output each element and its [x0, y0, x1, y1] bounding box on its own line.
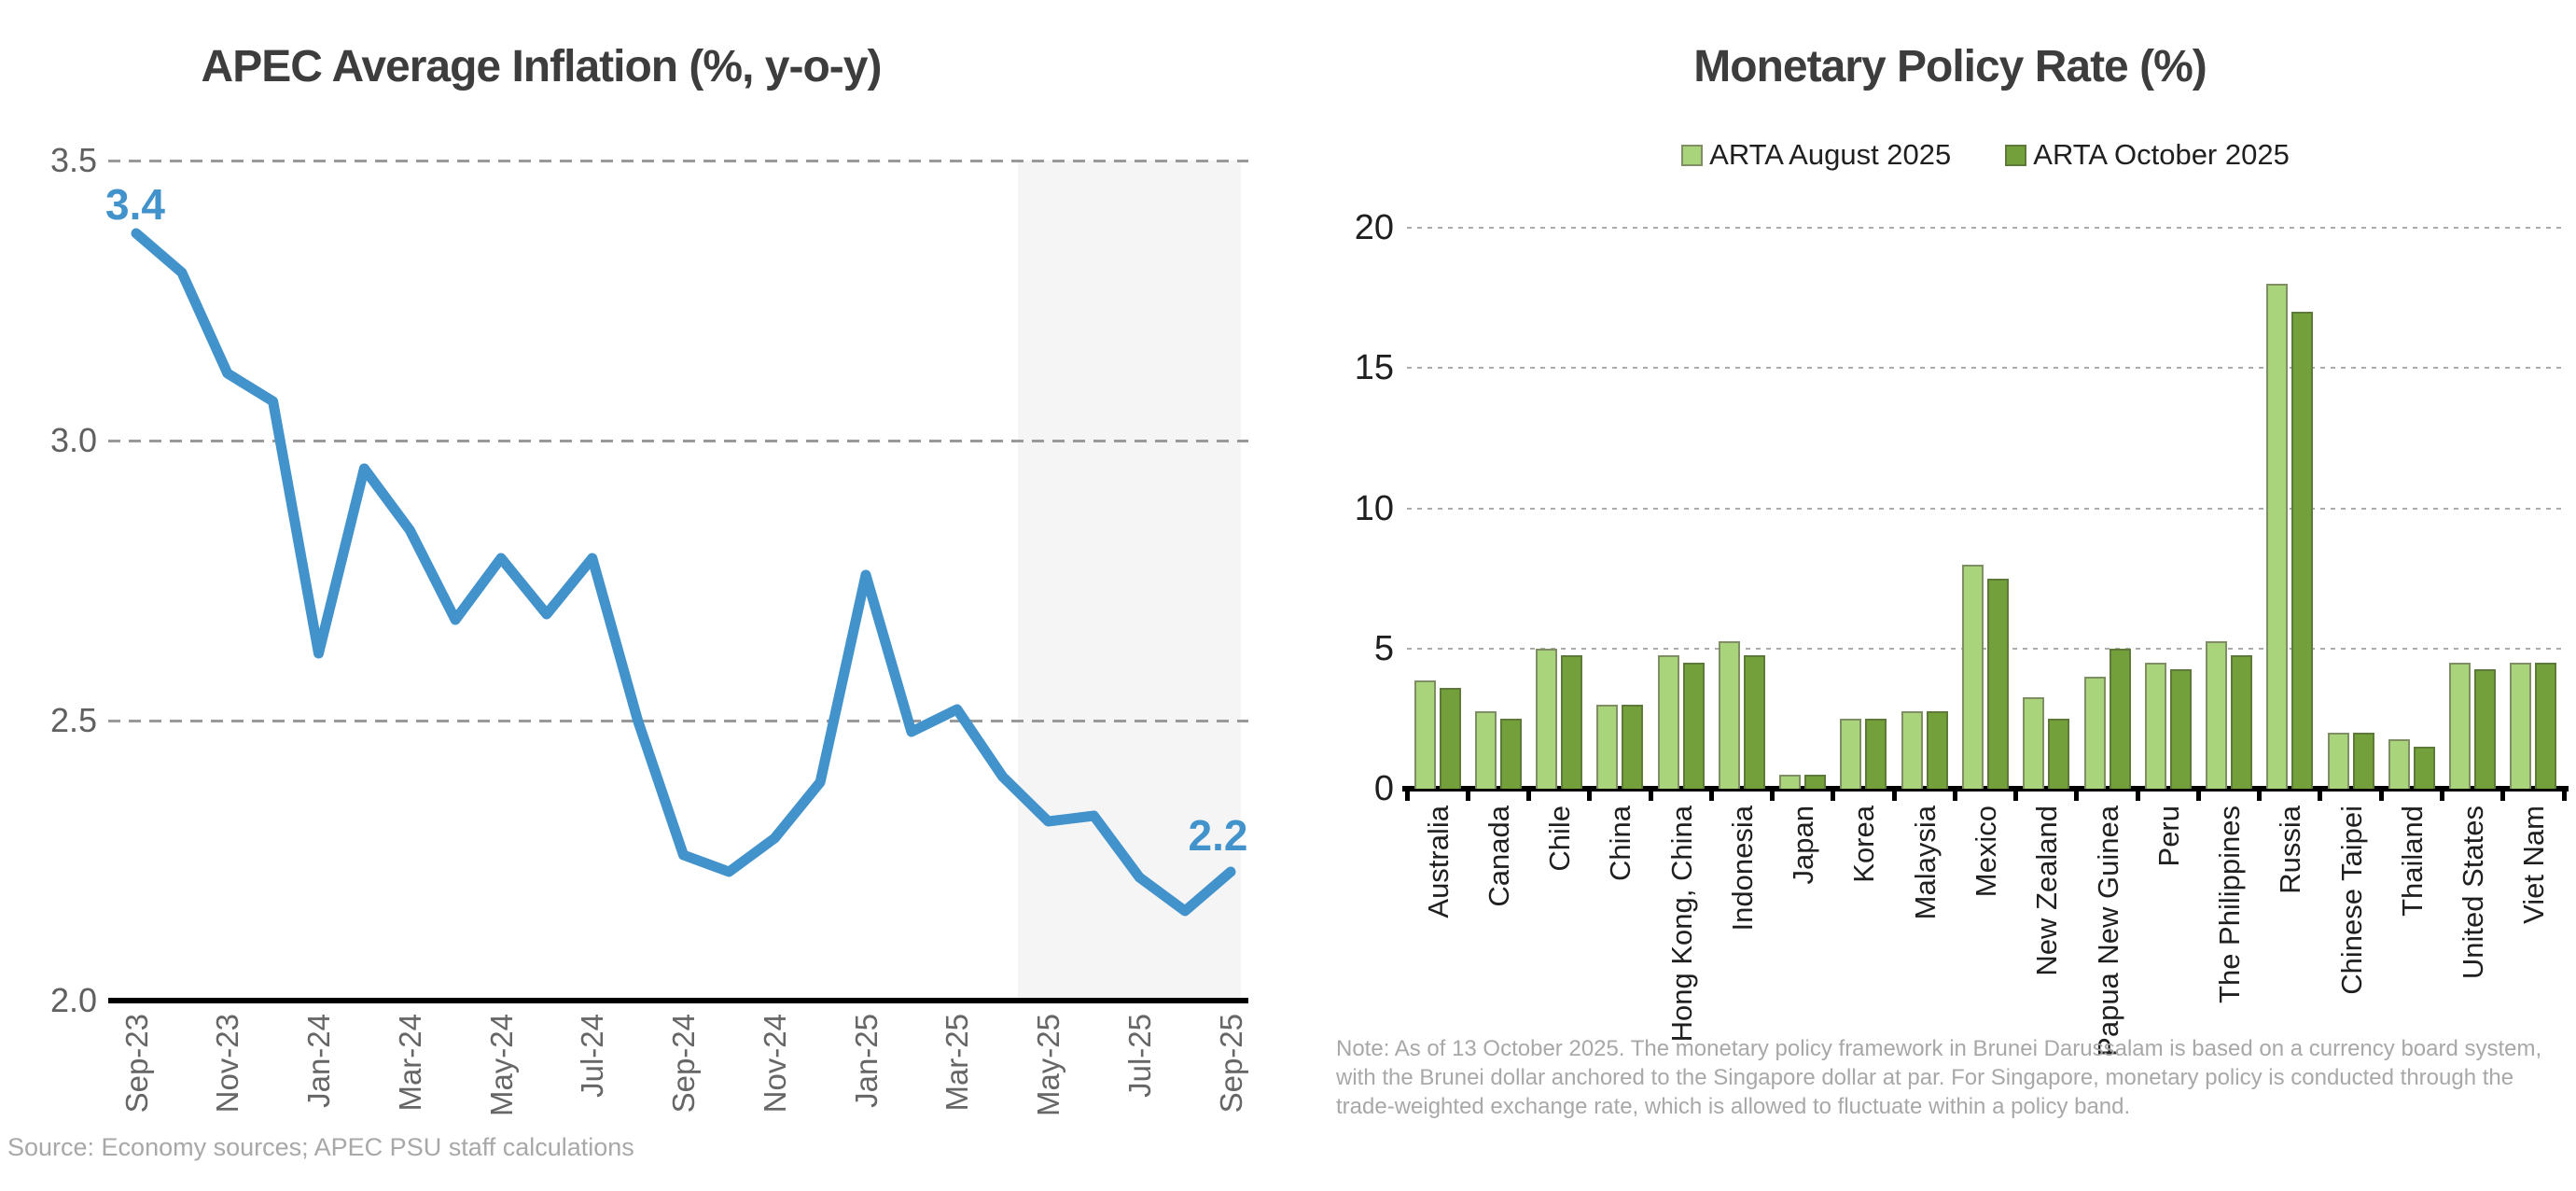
legend-item-august: ARTA August 2025	[1681, 138, 1951, 172]
axis-tick	[2257, 789, 2263, 801]
bar-october-Indonesia	[1743, 655, 1765, 789]
last-point-data-label: 2.2	[1188, 811, 1248, 860]
bar-october-Chinese Taipei	[2352, 732, 2374, 789]
bar-october-Mexico	[1987, 578, 2009, 789]
legend-label-october: ARTA October 2025	[2033, 138, 2290, 171]
x-axis-line	[108, 998, 1248, 1003]
bar-august-Canada	[1474, 711, 1497, 789]
bar-october-Canada	[1499, 718, 1522, 789]
bar-august-Russia	[2266, 284, 2289, 789]
inflation-line-series	[131, 228, 1236, 917]
bar-chart-legend: ARTA August 2025 ARTA October 2025	[1407, 138, 2564, 172]
bar-august-Japan	[1779, 774, 1802, 789]
bar-august-Hong Kong, China	[1657, 655, 1679, 789]
legend-swatch-august-icon	[1681, 144, 1704, 166]
y-tick-label-20: 20	[1354, 208, 1394, 247]
bar-august-Viet Nam	[2510, 662, 2532, 789]
y-tick-label-3.0: 3.0	[49, 421, 97, 459]
bar-october-Thailand	[2413, 746, 2435, 789]
bar-august-Peru	[2144, 662, 2166, 789]
inflation-chart-title: APEC Average Inflation (%, y-o-y)	[201, 42, 883, 91]
bar-october-The Philippines	[2231, 655, 2253, 789]
bar-august-Malaysia	[1901, 711, 1923, 789]
axis-tick	[1891, 789, 1897, 801]
first-point-data-label: 3.4	[105, 180, 165, 229]
bar-october-Japan	[1804, 774, 1827, 789]
y-tick-label-10: 10	[1354, 488, 1394, 528]
source-note: Source: Economy sources; APEC PSU staff …	[7, 1133, 634, 1161]
bar-october-China	[1622, 704, 1644, 789]
bar-august-New Zealand	[2023, 697, 2045, 789]
y-tick-label-3.5: 3.5	[49, 141, 97, 179]
axis-tick	[2013, 789, 2019, 801]
axis-tick	[2195, 789, 2201, 801]
axis-tick	[1708, 789, 1714, 801]
legend-item-october: ARTA October 2025	[2005, 138, 2290, 172]
bar-october-Australia	[1439, 687, 1461, 789]
bar-august-Australia	[1413, 680, 1436, 789]
bar-october-Papua New Guinea	[2109, 648, 2131, 789]
gridline-2.5	[108, 719, 1248, 722]
bar-october-United States	[2474, 669, 2497, 789]
policy-rate-chart-title: Monetary Policy Rate (%)	[1693, 42, 2207, 91]
axis-tick	[2500, 789, 2506, 801]
bar-august-Papua New Guinea	[2083, 676, 2106, 789]
bar-august-Chinese Taipei	[2327, 732, 2349, 789]
axis-tick	[2074, 789, 2080, 801]
category-label-Peru: Peru	[2151, 806, 2185, 867]
bar-august-United States	[2449, 662, 2472, 789]
bar-october-Malaysia	[1926, 711, 1948, 789]
gridline-3.5	[108, 159, 1248, 162]
axis-tick	[1770, 789, 1775, 801]
footnote: Note: As of 13 October 2025. The monetar…	[1336, 1036, 2542, 1119]
gridline-10	[1407, 507, 2564, 510]
axis-tick	[2318, 789, 2323, 801]
y-tick-label-15: 15	[1354, 348, 1394, 388]
legend-swatch-october-icon	[2005, 144, 2027, 166]
x-axis-line	[1402, 786, 2569, 792]
bar-october-Viet Nam	[2535, 662, 2557, 789]
bar-october-Chile	[1561, 655, 1583, 789]
bar-august-The Philippines	[2206, 641, 2228, 789]
category-label-Viet Nam: Viet Nam	[2517, 806, 2551, 924]
bar-october-Korea	[1865, 718, 1887, 789]
bar-august-Chile	[1536, 648, 1558, 789]
gridline-3.0	[108, 439, 1248, 442]
axis-tick	[1831, 789, 1836, 801]
bar-october-Peru	[2169, 669, 2192, 789]
y-tick-label-5: 5	[1373, 628, 1394, 668]
bar-october-Russia	[2291, 312, 2314, 789]
bar-october-Hong Kong, China	[1682, 662, 1705, 789]
axis-tick	[1526, 789, 1532, 801]
bar-october-New Zealand	[2048, 718, 2070, 789]
axis-tick	[1952, 789, 1957, 801]
gridline-20	[1407, 227, 2564, 229]
bar-august-Indonesia	[1718, 641, 1740, 789]
axis-tick	[2135, 789, 2140, 801]
y-tick-label-2.0: 2.0	[49, 981, 97, 1019]
axis-tick	[1587, 789, 1593, 801]
bar-august-Mexico	[1962, 564, 1984, 789]
bar-august-China	[1596, 704, 1619, 789]
axis-tick	[2439, 789, 2444, 801]
y-tick-label-0: 0	[1373, 769, 1394, 808]
gridline-5	[1407, 647, 2564, 650]
axis-tick	[2378, 789, 2384, 801]
axis-tick	[1404, 789, 1410, 801]
category-label-Chile: Chile	[1543, 806, 1577, 872]
legend-label-august: ARTA August 2025	[1709, 138, 1952, 171]
bar-august-Korea	[1840, 718, 1862, 789]
y-tick-label-2.5: 2.5	[49, 701, 97, 739]
axis-tick	[2561, 789, 2567, 801]
axis-tick	[1465, 789, 1470, 801]
axis-tick	[1648, 789, 1653, 801]
bar-august-Thailand	[2388, 739, 2410, 789]
inflation-line-path	[131, 228, 1236, 917]
gridline-15	[1407, 367, 2564, 370]
